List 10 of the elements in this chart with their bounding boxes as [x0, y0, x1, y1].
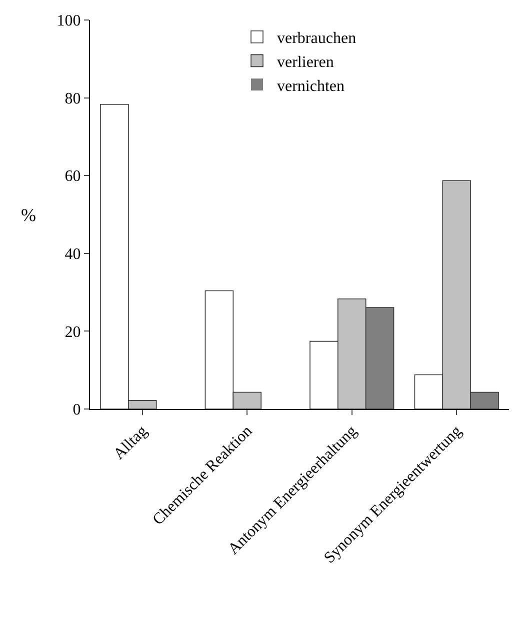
y-tick-label: 20 — [64, 324, 81, 341]
legend-label: verbrauchen — [277, 30, 356, 48]
y-tick-label: 0 — [72, 402, 81, 419]
y-tick-label: 80 — [64, 90, 81, 108]
y-tick-label: 60 — [64, 168, 81, 186]
y-tick-label: 100 — [56, 12, 81, 30]
legend-label: verlieren — [277, 54, 334, 71]
legend-label: vernichten — [277, 78, 345, 95]
y-axis-title: % — [21, 205, 36, 225]
y-tick-label: 40 — [64, 246, 81, 263]
